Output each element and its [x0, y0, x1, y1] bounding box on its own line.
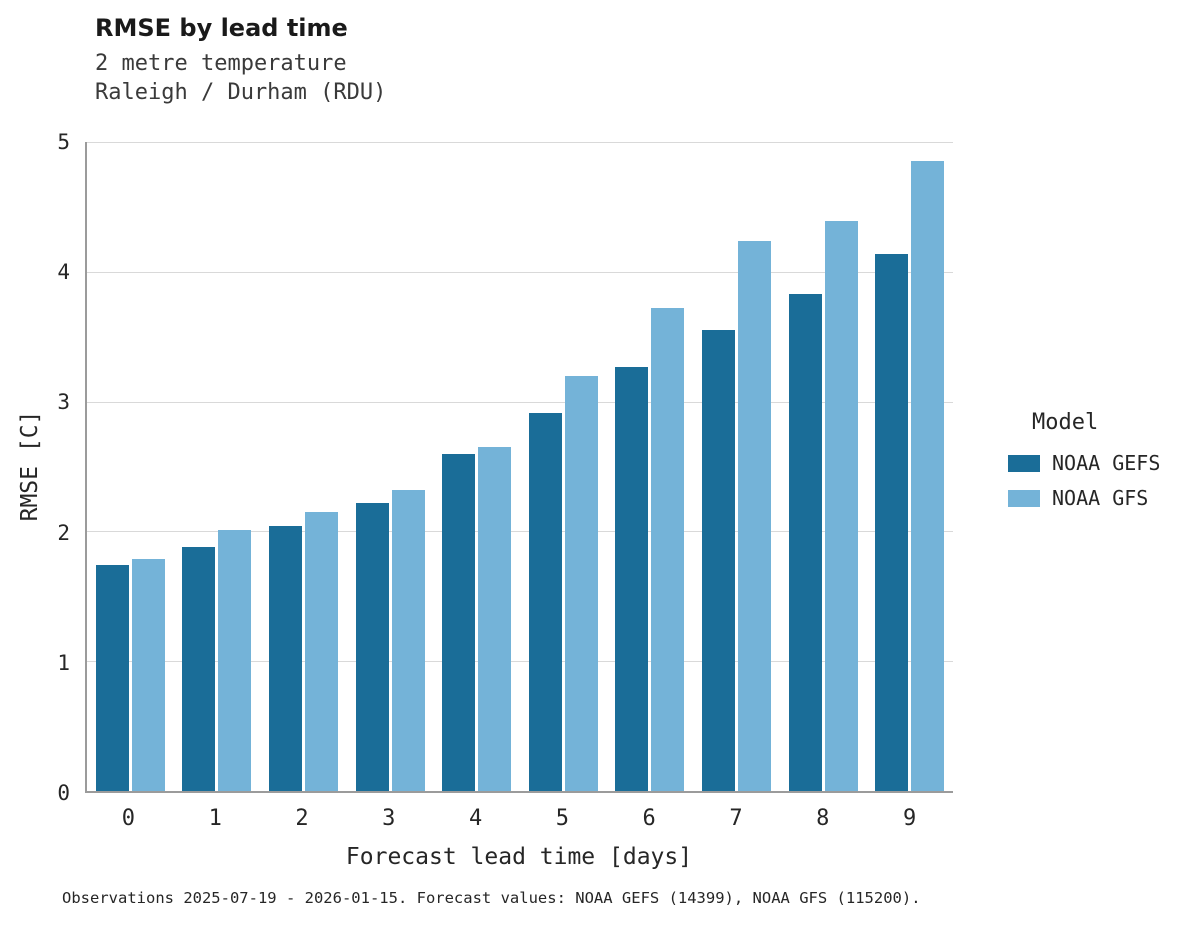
bar-group	[260, 142, 347, 791]
gridline	[87, 661, 953, 663]
bar-group	[866, 142, 953, 791]
bar-group	[87, 142, 174, 791]
gridline	[87, 271, 953, 273]
footnote-caption: Observations 2025-07-19 - 2026-01-15. Fo…	[62, 889, 921, 907]
bar-noaa-gfs	[737, 240, 771, 791]
x-tick-label: 4	[468, 806, 483, 831]
bar-noaa-gfs	[564, 375, 598, 791]
legend-label: NOAA GFS	[1052, 486, 1149, 510]
y-tick-label: 1	[57, 650, 70, 675]
y-tick-label: 0	[57, 781, 70, 805]
chart-subtitle-location: Raleigh / Durham (RDU)	[95, 80, 387, 105]
bar-noaa-gfs	[911, 161, 945, 791]
bar-group	[693, 142, 780, 791]
x-tick-label: 0	[121, 806, 136, 831]
legend-item: NOAA GFS	[1008, 486, 1160, 510]
gridline	[87, 401, 953, 403]
legend: Model NOAA GEFS NOAA GFS	[1008, 410, 1160, 521]
bar-noaa-gefs	[95, 565, 129, 791]
gridline	[87, 531, 953, 533]
y-axis-tick-labels: 0 1 2 3 4 5	[15, 130, 70, 805]
x-tick-label: 7	[729, 806, 743, 831]
y-tick-label: 5	[57, 130, 70, 154]
x-tick-label: 9	[902, 806, 917, 831]
legend-swatch	[1008, 489, 1040, 507]
bar-series-container	[87, 142, 953, 791]
bar-group	[607, 142, 694, 791]
bar-noaa-gfs	[391, 489, 425, 791]
legend-item: NOAA GEFS	[1008, 451, 1160, 475]
x-tick-label: 5	[555, 806, 569, 831]
legend-swatch	[1008, 454, 1040, 472]
chart-title: RMSE by lead time	[95, 14, 348, 42]
x-axis-label: Forecast lead time [days]	[345, 844, 693, 870]
bar-noaa-gfs	[824, 221, 858, 791]
bar-group	[520, 142, 607, 791]
x-tick-label: 8	[816, 806, 830, 831]
bar-noaa-gefs	[355, 502, 389, 791]
bar-noaa-gefs	[615, 366, 649, 791]
x-tick-label: 2	[295, 806, 309, 831]
y-tick-label: 4	[57, 260, 70, 285]
chart-subtitle-variable: 2 metre temperature	[95, 51, 347, 76]
y-tick-label: 2	[57, 520, 70, 545]
bar-group	[347, 142, 434, 791]
bar-noaa-gefs	[182, 546, 216, 791]
bar-group	[433, 142, 520, 791]
x-axis-tick-labels: 0 1 2 3 4 5 6 7 8 9	[85, 806, 953, 831]
bar-noaa-gefs	[788, 293, 822, 791]
y-tick-label: 3	[57, 390, 70, 415]
bar-noaa-gefs	[268, 526, 302, 791]
legend-items: NOAA GEFS NOAA GFS	[1008, 451, 1160, 510]
x-tick-label: 3	[382, 806, 396, 831]
y-axis-label: RMSE [C]	[17, 410, 43, 522]
bar-noaa-gfs	[131, 558, 165, 791]
bar-noaa-gfs	[218, 530, 252, 791]
bar-noaa-gfs	[478, 447, 512, 791]
bar-noaa-gefs	[875, 253, 909, 791]
bar-noaa-gefs	[701, 330, 735, 791]
legend-title: Model	[1032, 410, 1099, 435]
gridline	[87, 142, 953, 143]
plot-area	[85, 142, 953, 793]
legend-label: NOAA GEFS	[1052, 451, 1161, 475]
bar-group	[780, 142, 867, 791]
bar-noaa-gfs	[651, 308, 685, 791]
x-tick-label: 1	[208, 806, 222, 831]
bar-group	[174, 142, 261, 791]
bar-noaa-gefs	[528, 413, 562, 791]
bar-noaa-gefs	[442, 453, 476, 791]
x-tick-label: 6	[642, 806, 656, 831]
bar-noaa-gfs	[304, 511, 338, 791]
